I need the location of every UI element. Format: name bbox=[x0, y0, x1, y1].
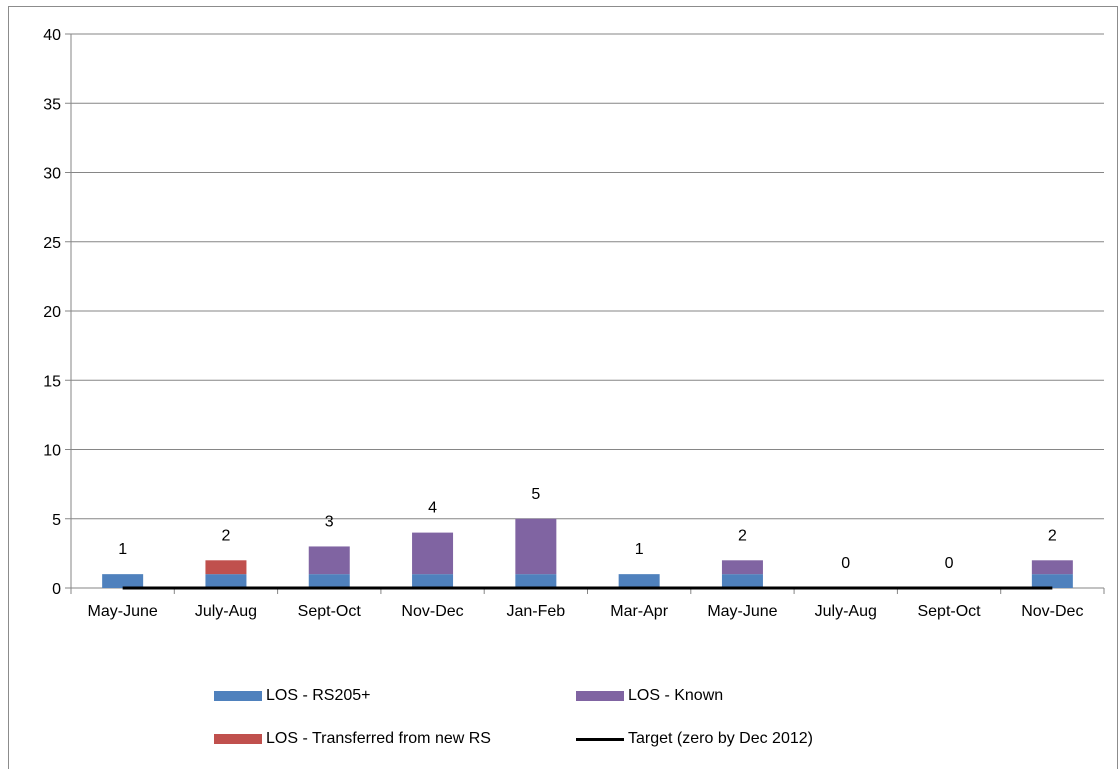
y-tick-label: 20 bbox=[43, 304, 61, 321]
x-tick-label: Nov-Dec bbox=[401, 603, 463, 620]
x-tick-label: Sept-Oct bbox=[298, 603, 362, 620]
bar-segment-1 bbox=[1031, 574, 1073, 588]
x-tick-label: May-June bbox=[707, 603, 777, 620]
bar-total-label: 2 bbox=[738, 527, 747, 544]
legend-label-transferred: LOS - Transferred from new RS bbox=[266, 730, 491, 747]
legend-item-target: Target (zero by Dec 2012) bbox=[576, 730, 813, 748]
bar-segment-3 bbox=[1031, 560, 1073, 575]
bar-segment-3 bbox=[721, 560, 763, 575]
x-tick-label: Jan-Feb bbox=[506, 603, 565, 620]
y-tick-label: 30 bbox=[43, 166, 61, 183]
x-tick-label: July-Aug bbox=[195, 603, 257, 620]
y-tick-label: 25 bbox=[43, 235, 61, 252]
legend-swatch-known bbox=[576, 691, 624, 701]
x-tick-label: Sept-Oct bbox=[917, 603, 981, 620]
legend-swatch-rs205 bbox=[214, 691, 262, 701]
bar-total-label: 0 bbox=[945, 555, 954, 572]
bar-segment-1 bbox=[308, 574, 350, 588]
chart-frame: 0 5 10 15 20 25 30 35 40 May-June July-Aug Sept-Oct… bbox=[8, 6, 1118, 769]
y-tick-label: 35 bbox=[43, 96, 61, 113]
bar-segment-3 bbox=[412, 532, 454, 575]
bar-segment-1 bbox=[102, 574, 144, 588]
legend-item-rs205: LOS - RS205+ bbox=[214, 687, 371, 705]
legend-label-known: LOS - Known bbox=[628, 687, 724, 704]
bar-segment-3 bbox=[308, 546, 350, 575]
bar-segment-2 bbox=[205, 560, 247, 575]
legend-swatch-transferred bbox=[214, 734, 262, 744]
y-tick-label: 10 bbox=[43, 443, 61, 460]
bar-total-label: 2 bbox=[1048, 527, 1057, 544]
y-tick-label: 5 bbox=[52, 512, 61, 529]
bar-total-label: 0 bbox=[841, 555, 850, 572]
bar-segment-1 bbox=[412, 574, 454, 588]
legend-swatch-target bbox=[576, 737, 624, 741]
bar-segment-1 bbox=[721, 574, 763, 588]
legend-item-known: LOS - Known bbox=[576, 687, 723, 705]
legend-label-target: Target (zero by Dec 2012) bbox=[628, 730, 813, 747]
x-tick-label: May-June bbox=[88, 603, 158, 620]
bar-segment-1 bbox=[205, 574, 247, 588]
bar-total-label: 5 bbox=[531, 486, 540, 503]
x-tick-label: July-Aug bbox=[815, 603, 877, 620]
bar-total-label: 1 bbox=[635, 541, 644, 558]
bar-total-label: 1 bbox=[118, 541, 127, 558]
y-tick-label: 0 bbox=[52, 581, 61, 598]
bar-total-label: 3 bbox=[325, 513, 334, 530]
bar-total-label: 4 bbox=[428, 500, 437, 517]
bar-total-label: 2 bbox=[221, 527, 230, 544]
x-tick-label: Mar-Apr bbox=[610, 603, 668, 620]
legend-item-transferred: LOS - Transferred from new RS bbox=[214, 730, 491, 748]
bar-segment-1 bbox=[618, 574, 660, 588]
bar-segment-3 bbox=[515, 518, 557, 575]
y-tick-label: 40 bbox=[43, 27, 61, 44]
bar-segment-1 bbox=[515, 574, 557, 588]
legend-label-rs205: LOS - RS205+ bbox=[266, 687, 371, 704]
x-tick-label: Nov-Dec bbox=[1021, 603, 1083, 620]
y-tick-label: 15 bbox=[43, 373, 61, 390]
